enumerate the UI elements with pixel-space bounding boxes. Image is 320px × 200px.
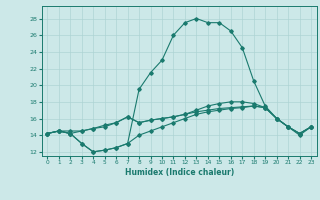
X-axis label: Humidex (Indice chaleur): Humidex (Indice chaleur)	[124, 168, 234, 177]
